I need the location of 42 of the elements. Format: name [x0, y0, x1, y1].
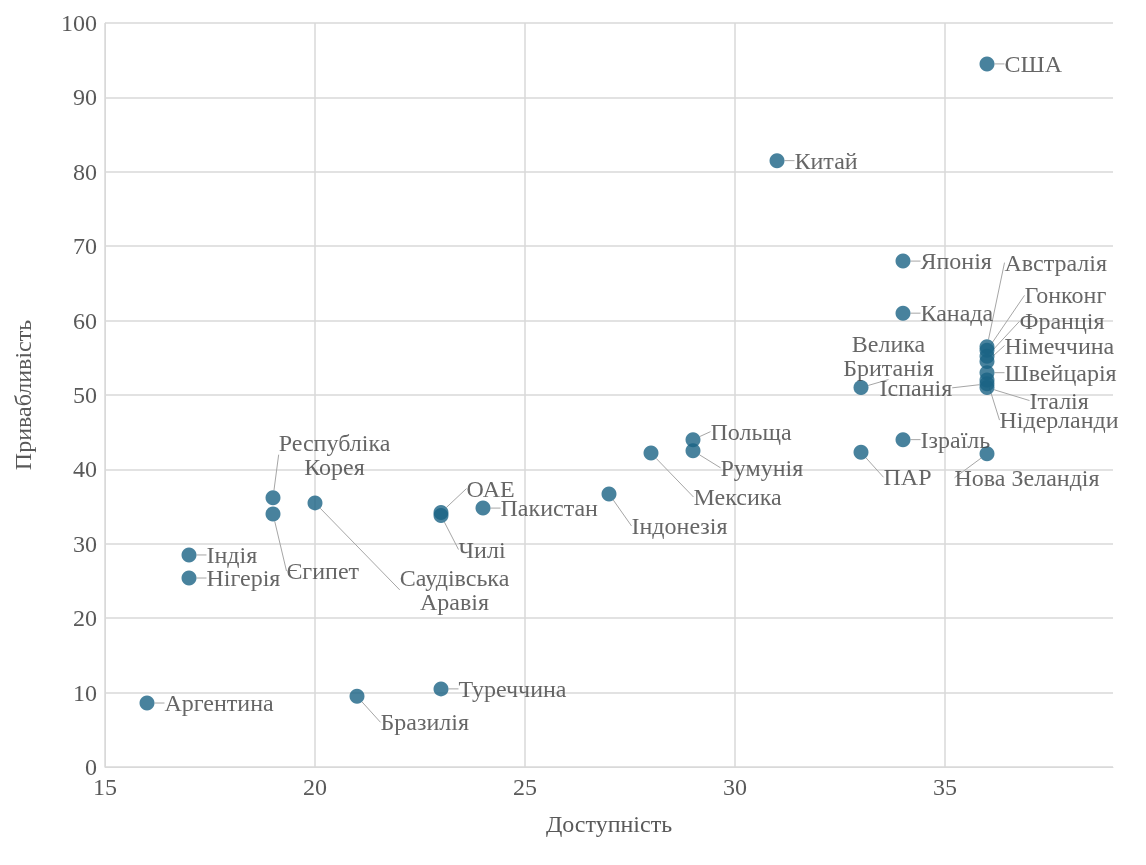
- y-tick-label: 80: [73, 158, 97, 185]
- y-tick-label: 60: [73, 307, 97, 334]
- y-tick-label: 40: [73, 456, 97, 483]
- data-label: Аргентина: [164, 690, 275, 717]
- y-tick-label: 30: [73, 530, 97, 557]
- data-label: Велика Британія: [843, 330, 934, 381]
- x-tick-label: 35: [933, 774, 957, 800]
- y-tick-label: 10: [73, 679, 97, 706]
- y-tick-label: 90: [73, 84, 97, 111]
- data-label: Нова Зеландія: [954, 464, 1100, 491]
- data-label: Китай: [794, 147, 858, 174]
- data-label: Чилі: [458, 536, 506, 563]
- data-label: Швейцарія: [1004, 359, 1117, 386]
- x-tick-label: 25: [513, 774, 537, 800]
- y-tick-label: 70: [73, 233, 97, 260]
- data-label: Румунія: [720, 454, 804, 481]
- data-label: Туреччина: [458, 675, 567, 702]
- y-tick-label: 50: [73, 382, 97, 408]
- data-label: Республіка Корея: [278, 429, 391, 480]
- data-label: Індонезія: [631, 512, 728, 539]
- data-label: Польща: [710, 418, 792, 445]
- data-label: Єгипет: [286, 558, 360, 585]
- data-label: Італія: [1029, 387, 1089, 414]
- data-label: Бразилія: [380, 709, 469, 736]
- data-label: Мексика: [693, 484, 783, 511]
- data-label: Індія: [206, 541, 258, 568]
- data-label: Саудівська Аравія: [399, 564, 510, 615]
- x-axis-title: Доступність: [545, 811, 673, 837]
- y-axis-title: Привабливість: [10, 319, 36, 471]
- x-tick-label: 30: [723, 774, 747, 800]
- data-label: ПАР: [883, 464, 932, 491]
- data-label: Ізраїль: [920, 426, 991, 453]
- x-tick-label: 20: [303, 774, 327, 800]
- data-label: Гонконг: [1024, 282, 1107, 309]
- data-label: США: [1004, 50, 1063, 77]
- data-label: Японія: [920, 248, 992, 275]
- data-label: ОАЕ: [466, 475, 515, 502]
- data-label: Австралія: [1004, 249, 1108, 276]
- y-tick-label: 20: [73, 605, 97, 632]
- data-label: Канада: [920, 300, 994, 327]
- y-tick-label: 100: [61, 10, 97, 36]
- data-label: Франція: [1019, 308, 1105, 335]
